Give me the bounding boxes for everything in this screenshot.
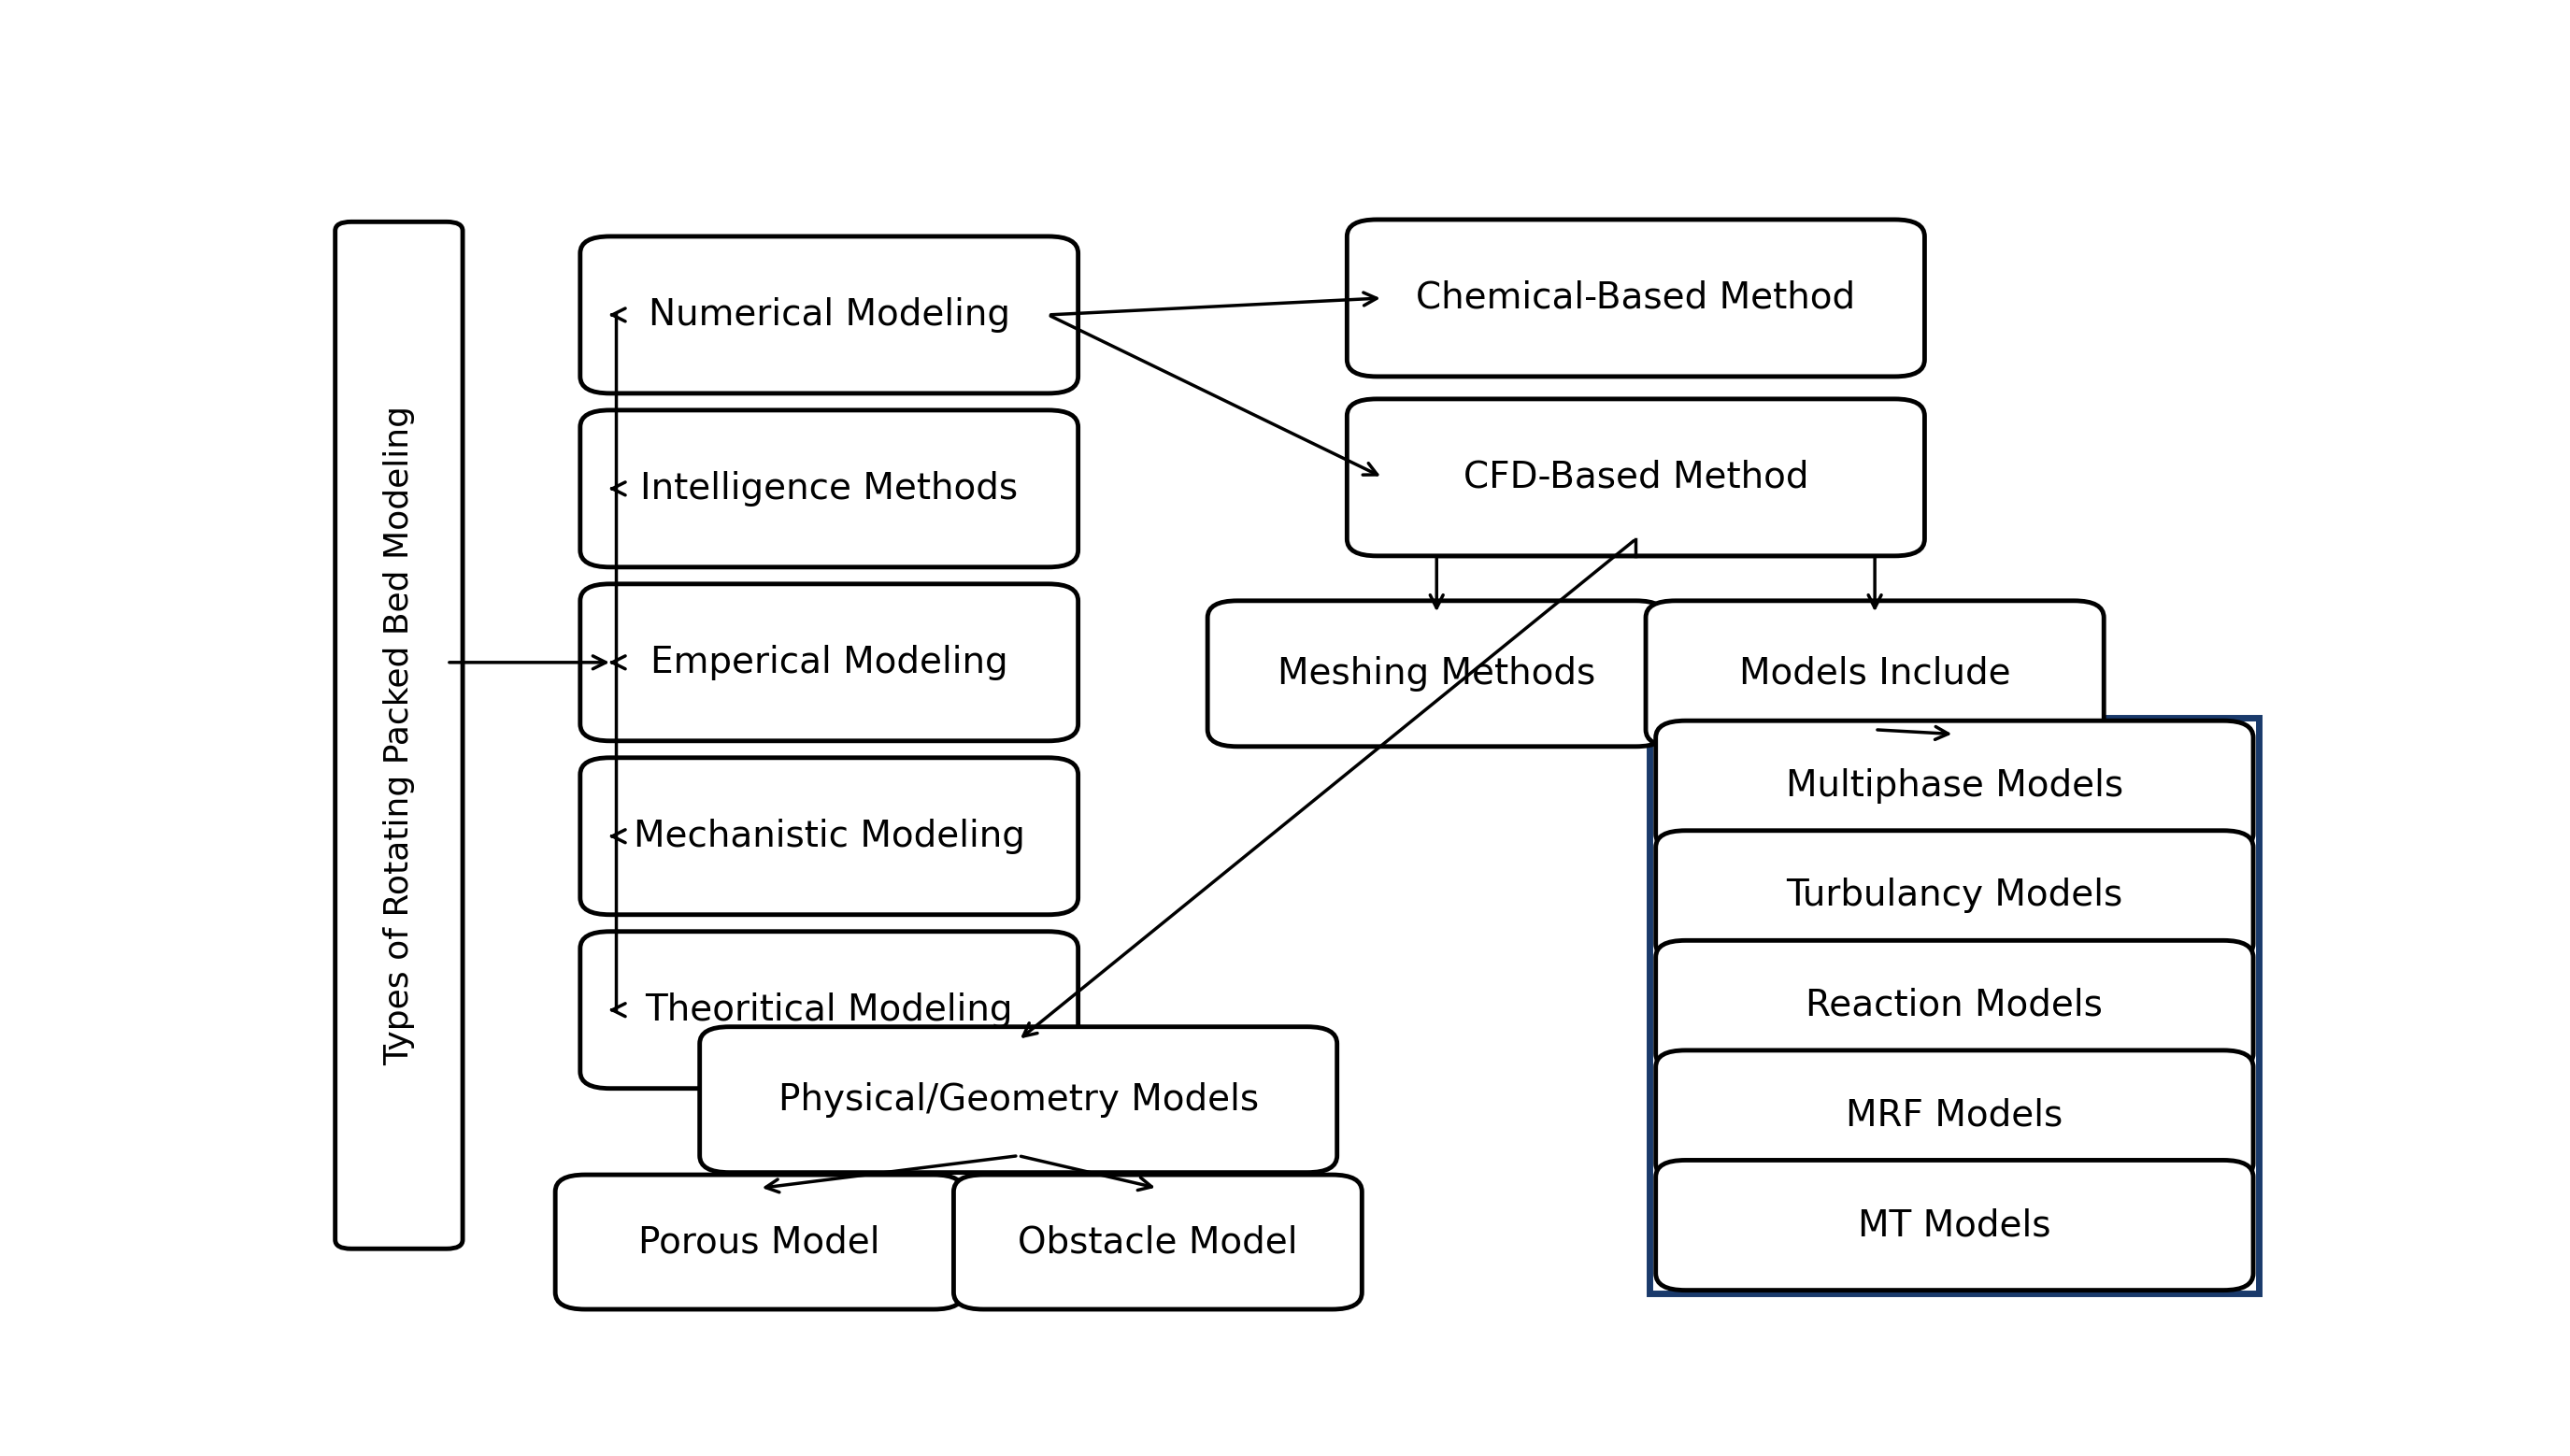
FancyBboxPatch shape: [1208, 601, 1665, 747]
Text: Obstacle Model: Obstacle Model: [1018, 1224, 1298, 1259]
Text: Meshing Methods: Meshing Methods: [1277, 655, 1596, 692]
Text: Intelligence Methods: Intelligence Methods: [640, 470, 1018, 507]
FancyBboxPatch shape: [1347, 220, 1925, 377]
FancyBboxPatch shape: [1655, 721, 2254, 850]
FancyBboxPatch shape: [1655, 1160, 2254, 1290]
Text: Porous Model: Porous Model: [637, 1224, 879, 1259]
Text: Turbulancy Models: Turbulancy Models: [1786, 878, 2123, 913]
Text: Chemical-Based Method: Chemical-Based Method: [1416, 281, 1856, 316]
FancyBboxPatch shape: [699, 1026, 1336, 1172]
FancyBboxPatch shape: [555, 1175, 964, 1309]
Text: Multiphase Models: Multiphase Models: [1786, 767, 2123, 804]
FancyBboxPatch shape: [1655, 830, 2254, 961]
FancyBboxPatch shape: [581, 757, 1079, 914]
FancyBboxPatch shape: [953, 1175, 1362, 1309]
Text: Models Include: Models Include: [1740, 655, 2010, 692]
FancyBboxPatch shape: [334, 221, 463, 1249]
FancyBboxPatch shape: [1650, 718, 2259, 1293]
Text: Physical/Geometry Models: Physical/Geometry Models: [779, 1082, 1259, 1117]
Text: Emperical Modeling: Emperical Modeling: [650, 645, 1007, 680]
FancyBboxPatch shape: [1655, 941, 2254, 1070]
Text: CFD-Based Method: CFD-Based Method: [1462, 460, 1809, 495]
FancyBboxPatch shape: [581, 584, 1079, 741]
FancyBboxPatch shape: [581, 932, 1079, 1089]
FancyBboxPatch shape: [1655, 1050, 2254, 1181]
Text: Mechanistic Modeling: Mechanistic Modeling: [632, 818, 1025, 853]
Text: Types of Rotating Packed Bed Modeling: Types of Rotating Packed Bed Modeling: [383, 405, 414, 1066]
FancyBboxPatch shape: [1347, 399, 1925, 556]
FancyBboxPatch shape: [581, 411, 1079, 568]
FancyBboxPatch shape: [581, 236, 1079, 393]
Text: Reaction Models: Reaction Models: [1807, 987, 2102, 1024]
Text: MRF Models: MRF Models: [1845, 1098, 2064, 1133]
Text: Theoritical Modeling: Theoritical Modeling: [645, 992, 1013, 1028]
FancyBboxPatch shape: [1645, 601, 2105, 747]
Text: MT Models: MT Models: [1858, 1207, 2051, 1243]
Text: Numerical Modeling: Numerical Modeling: [648, 297, 1010, 332]
